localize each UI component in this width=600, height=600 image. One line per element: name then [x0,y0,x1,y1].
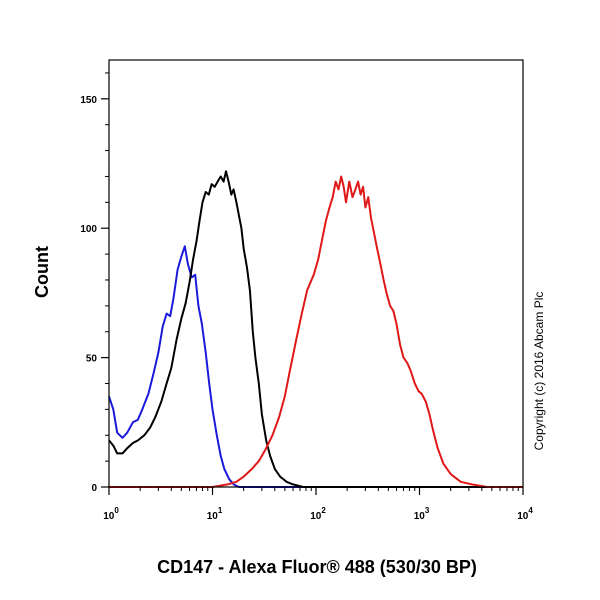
x-tick-label: 104 [517,506,533,522]
copyright-annotation: Copyright (c) 2016 Abcam Plc [532,292,546,451]
series-1-line [108,245,523,488]
series-2-line [108,170,523,488]
y-tick-label: 150 [80,95,97,106]
y-axis-title: Count [32,246,52,298]
x-axis-title: CD147 - Alexa Fluor® 488 (530/30 BP) [157,557,477,577]
x-tick-label: 100 [103,506,119,522]
series-layer [108,170,523,488]
series-3-line [109,175,523,488]
y-tick-label: 100 [80,224,97,235]
x-tick-label: 101 [207,506,223,522]
x-axis: 100 101 102 103 104 [103,487,533,522]
x-tick-label: 103 [414,506,430,522]
y-tick-label: 50 [86,354,98,365]
y-axis: 0 50 100 150 [80,72,109,494]
x-tick-label: 102 [310,506,326,522]
plot-area-background [109,60,523,487]
y-tick-label: 0 [91,483,97,494]
